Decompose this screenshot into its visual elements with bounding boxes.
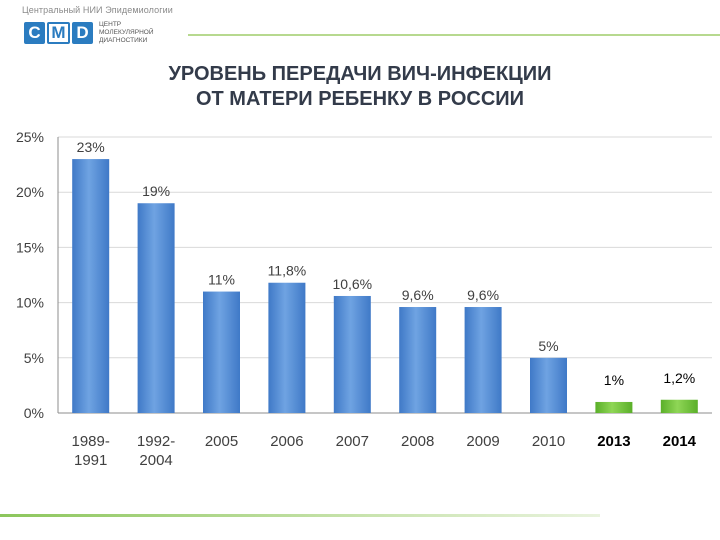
data-label: 11,8% bbox=[268, 263, 307, 279]
bar bbox=[464, 307, 502, 413]
y-tick-label: 5% bbox=[24, 350, 44, 366]
y-tick-label: 0% bbox=[24, 405, 44, 421]
logo-letter-d: D bbox=[72, 22, 93, 44]
y-tick-label: 10% bbox=[16, 295, 44, 311]
x-tick-label: 2010 bbox=[532, 433, 565, 450]
slide-title: УРОВЕНЬ ПЕРЕДАЧИ ВИЧ-ИНФЕКЦИИ ОТ МАТЕРИ … bbox=[0, 62, 720, 112]
data-label: 10,6% bbox=[332, 276, 372, 292]
data-label: 23% bbox=[77, 139, 105, 155]
data-label: 9,6% bbox=[402, 287, 434, 303]
logo-letter-m: M bbox=[47, 22, 70, 44]
bar bbox=[203, 291, 240, 413]
bar bbox=[595, 401, 633, 413]
y-tick-label: 20% bbox=[16, 184, 44, 200]
footer-divider bbox=[0, 514, 600, 517]
logo-letter-c: C bbox=[24, 22, 45, 44]
data-label: 9,6% bbox=[467, 287, 499, 303]
data-label: 19% bbox=[142, 183, 170, 199]
x-tick-label: 1991 bbox=[74, 452, 107, 469]
x-tick-label: 2007 bbox=[336, 433, 369, 450]
bar bbox=[137, 203, 175, 413]
logo-caption-line: ЦЕНТР bbox=[99, 21, 122, 28]
x-tick-label: 1992- bbox=[137, 433, 175, 450]
logo-caption-line: ДИАГНОСТИКИ bbox=[99, 37, 148, 44]
org-name: Центральный НИИ Эпидемиологии bbox=[22, 5, 173, 15]
data-label: 1% bbox=[604, 372, 624, 388]
bar bbox=[72, 159, 110, 413]
bar bbox=[530, 357, 567, 413]
x-tick-label: 2008 bbox=[401, 433, 434, 450]
bar bbox=[268, 282, 306, 413]
cmd-logo: C M D ЦЕНТР МОЛЕКУЛЯРНОЙ ДИАГНОСТИКИ bbox=[24, 20, 171, 46]
x-tick-label: 2004 bbox=[139, 452, 172, 469]
x-tick-label: 2014 bbox=[663, 433, 697, 450]
slide-title-line-2: ОТ МАТЕРИ РЕБЕНКУ В РОССИИ bbox=[195, 88, 525, 110]
header-divider bbox=[188, 34, 720, 36]
bar bbox=[333, 295, 371, 413]
bar bbox=[399, 307, 437, 413]
x-tick-label: 2005 bbox=[205, 433, 238, 450]
data-label: 1,2% bbox=[663, 370, 695, 386]
bar bbox=[660, 399, 698, 413]
logo-caption-line: МОЛЕКУЛЯРНОЙ bbox=[99, 29, 154, 36]
logo-caption: ЦЕНТР МОЛЕКУЛЯРНОЙ ДИАГНОСТИКИ bbox=[99, 21, 171, 45]
x-tick-label: 2013 bbox=[597, 433, 630, 450]
x-tick-label: 2009 bbox=[466, 433, 499, 450]
slide-title-line-1: УРОВЕНЬ ПЕРЕДАЧИ ВИЧ-ИНФЕКЦИИ bbox=[168, 63, 552, 85]
y-tick-label: 25% bbox=[16, 129, 44, 145]
x-tick-label: 1989- bbox=[72, 433, 110, 450]
x-tick-label: 2006 bbox=[270, 433, 303, 450]
y-tick-label: 15% bbox=[16, 239, 44, 255]
data-label: 5% bbox=[538, 338, 558, 354]
data-label: 11% bbox=[208, 272, 235, 288]
